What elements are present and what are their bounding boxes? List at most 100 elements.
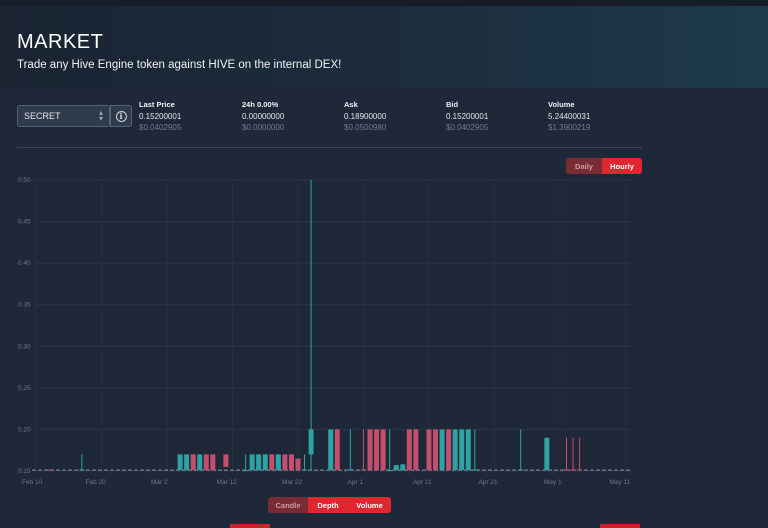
y-tick-label: 0.35: [18, 302, 31, 309]
stat-label: Bid: [446, 100, 459, 109]
candle-body: [308, 429, 314, 455]
candle-body: [184, 454, 190, 471]
divider: [17, 147, 642, 148]
stat-label: Last Price: [139, 100, 175, 109]
candle-body: [400, 464, 406, 471]
interval-toggle: Daily Hourly: [566, 158, 642, 174]
candle-body: [374, 429, 380, 471]
hero-banner: MARKET Trade any Hive Engine token again…: [0, 0, 768, 88]
stat-label: Ask: [344, 100, 358, 109]
view-volume-button[interactable]: Volume: [348, 497, 391, 513]
candle-body: [328, 429, 334, 471]
candle-body: [243, 470, 249, 472]
candle-body: [249, 454, 255, 471]
candle-body: [295, 458, 301, 471]
bottom-tab-edge: [600, 524, 640, 528]
chart-grid: [35, 179, 632, 472]
top-strip: [0, 0, 768, 6]
view-depth-button[interactable]: Depth: [308, 497, 348, 513]
x-tick-label: Apr 1: [347, 479, 363, 486]
candle-body: [46, 469, 52, 471]
candle-body: [564, 469, 570, 471]
candle-body: [282, 454, 288, 471]
x-tick-label: Apr 11: [413, 479, 432, 486]
token-select-value: SECRET: [24, 111, 61, 121]
candle-body: [439, 429, 445, 471]
interval-hourly-button[interactable]: Hourly: [602, 158, 642, 174]
candle-body: [256, 454, 262, 471]
candle-body: [223, 454, 229, 467]
candle-body: [347, 469, 353, 471]
stat-usd: $0.0500980: [344, 123, 387, 132]
candle-body: [393, 465, 399, 471]
candle-body: [433, 429, 439, 471]
chevron-updown-icon: ▴ ▾: [98, 108, 103, 123]
page-subtitle: Trade any Hive Engine token against HIVE…: [17, 59, 342, 71]
stat-usd: $0.0000000: [242, 123, 285, 132]
candle-body: [413, 429, 419, 471]
candle-body: [262, 454, 268, 471]
x-tick-label: Mar 12: [216, 479, 237, 486]
candle-body: [203, 454, 209, 471]
x-tick-label: Mar 2: [151, 479, 168, 486]
chart-view-toggle: Candle Depth Volume: [268, 497, 391, 513]
candle-body: [190, 454, 196, 471]
stat-24h-change: 24h 0.00% 0.00000000 $0.0000000: [242, 100, 342, 132]
candle-body: [406, 429, 412, 471]
stat-usd: $1.3900219: [548, 123, 591, 132]
stat-label: 24h 0.00%: [242, 100, 279, 109]
view-candle-button[interactable]: Candle: [268, 497, 308, 513]
stat-value: 0.15200001: [139, 112, 182, 121]
y-tick-label: 0.30: [18, 343, 31, 350]
candle-body: [459, 429, 465, 471]
x-tick-label: Mar 22: [282, 479, 303, 486]
candle-body: [472, 469, 478, 471]
token-info-button[interactable]: i: [110, 105, 132, 127]
stat-value: 0.00000000: [242, 112, 285, 121]
stat-value: 0.18900000: [344, 112, 387, 121]
y-tick-label: 0.50: [18, 177, 31, 184]
stat-volume: Volume 5.24400031 $1.3900219: [548, 100, 648, 132]
info-icon: i: [115, 110, 127, 122]
chart-axes: 0.15 0.20 0.25 0.30 0.35 0.40 0.45 0.50 Feb 10 Fe…: [18, 177, 631, 486]
token-select[interactable]: SECRET ▴ ▾: [17, 105, 110, 127]
x-tick-label: May 1: [544, 479, 562, 486]
stat-ask: Ask 0.18900000 $0.0500980: [344, 100, 444, 132]
price-chart[interactable]: 0.15 0.20 0.25 0.30 0.35 0.40 0.45 0.50 Feb 10 Fe…: [0, 170, 768, 492]
candle-body: [544, 437, 550, 471]
y-tick-label: 0.15: [18, 468, 31, 475]
candle-body: [452, 429, 458, 471]
interval-daily-button[interactable]: Daily: [566, 158, 602, 174]
y-tick-label: 0.20: [18, 426, 31, 433]
candle-body: [79, 469, 85, 471]
candle-body: [177, 454, 183, 471]
stat-usd: $0.0402905: [446, 123, 489, 132]
candle-body: [380, 429, 386, 471]
y-tick-label: 0.25: [18, 385, 31, 392]
y-tick-label: 0.40: [18, 260, 31, 267]
stat-last-price: Last Price 0.15200001 $0.0402905: [139, 100, 239, 132]
candle-body: [360, 469, 366, 471]
x-tick-label: Feb 20: [85, 479, 106, 486]
stat-value: 5.24400031: [548, 112, 591, 121]
candle-body: [387, 470, 393, 472]
page-title: MARKET: [17, 31, 104, 53]
candle-body: [302, 469, 308, 471]
candle-body: [288, 454, 294, 471]
stat-value: 0.15200001: [446, 112, 489, 121]
candle-body: [577, 469, 583, 471]
candle-body: [446, 429, 452, 471]
candle-body: [210, 454, 216, 471]
candle-body: [269, 454, 275, 471]
x-tick-label: May 11: [609, 479, 630, 486]
stat-usd: $0.0402905: [139, 123, 182, 132]
candle-body: [275, 454, 281, 471]
chart-candles: [32, 180, 632, 472]
candle-body: [426, 429, 432, 471]
bottom-tab-edge: [230, 524, 270, 528]
x-tick-label: Apr 21: [478, 479, 498, 486]
candle-body: [518, 469, 524, 471]
candle-body: [465, 429, 471, 471]
y-tick-label: 0.45: [18, 219, 31, 226]
x-tick-label: Feb 10: [22, 479, 43, 486]
